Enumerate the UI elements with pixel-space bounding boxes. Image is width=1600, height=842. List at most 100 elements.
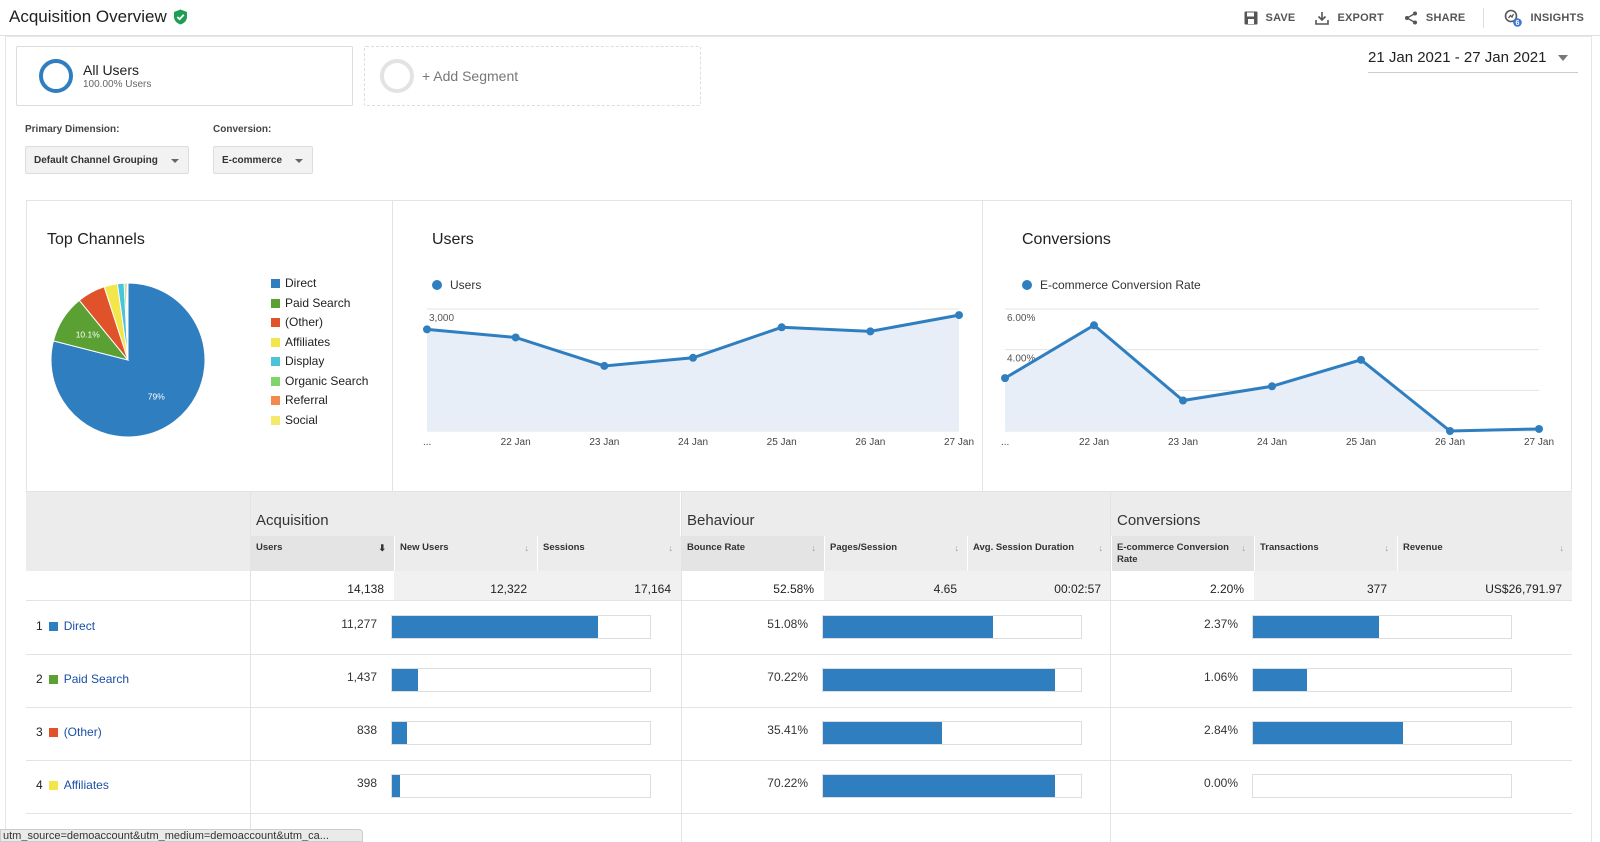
x-tick-label: 25 Jan bbox=[1346, 437, 1376, 448]
users-chart-legend: Users bbox=[432, 278, 481, 292]
save-button[interactable]: SAVE bbox=[1244, 11, 1296, 25]
row-divider bbox=[26, 707, 1572, 708]
data-point[interactable] bbox=[1090, 321, 1098, 330]
data-point[interactable] bbox=[777, 323, 786, 332]
segment-subtitle: 100.00% Users bbox=[83, 79, 152, 90]
data-point[interactable] bbox=[423, 325, 431, 334]
data-point[interactable] bbox=[1446, 427, 1454, 435]
primary-dimension-dropdown[interactable]: Default Channel Grouping bbox=[25, 146, 189, 174]
column-header-sessions[interactable]: Sessions ↓ bbox=[537, 536, 681, 571]
legend-label: (Other) bbox=[285, 315, 324, 329]
legend-item-organic-search[interactable]: Organic Search bbox=[271, 372, 368, 392]
chevron-down-icon bbox=[1558, 54, 1569, 61]
toolbar-divider bbox=[1483, 8, 1485, 28]
data-point[interactable] bbox=[1535, 424, 1543, 433]
data-point[interactable] bbox=[1179, 396, 1187, 405]
y-tick-label: 6.00% bbox=[1007, 313, 1035, 324]
legend-item-social[interactable]: Social bbox=[271, 411, 368, 431]
insights-button[interactable]: 6 INSIGHTS bbox=[1504, 9, 1584, 27]
table-row-channel: 4 Affiliates bbox=[36, 778, 109, 792]
data-point[interactable] bbox=[511, 333, 520, 342]
cell-bar-fill bbox=[823, 722, 942, 744]
column-header-users[interactable]: Users ⬇ bbox=[250, 536, 394, 571]
sort-arrow-icon: ↓ bbox=[668, 543, 674, 553]
sort-arrow-icon: ↓ bbox=[1098, 543, 1104, 553]
sort-arrow-icon: ↓ bbox=[1559, 543, 1565, 553]
pie-slice-label: 79% bbox=[148, 392, 165, 402]
add-segment-button[interactable]: + Add Segment bbox=[364, 46, 701, 106]
conversion-value: E-commerce bbox=[222, 154, 283, 166]
conversions-chart-title: Conversions bbox=[1022, 231, 1111, 248]
x-tick-label: 23 Jan bbox=[1168, 437, 1198, 448]
share-button[interactable]: SHARE bbox=[1404, 11, 1466, 25]
column-header-revenue[interactable]: Revenue ↓ bbox=[1397, 536, 1572, 571]
legend-swatch bbox=[271, 357, 280, 367]
cell-bar-fill bbox=[1253, 722, 1403, 744]
channel-link[interactable]: (Other) bbox=[63, 725, 102, 739]
top-channels-pie-chart[interactable]: 79% 10.1% bbox=[45, 277, 211, 443]
caret-down-icon bbox=[171, 159, 179, 163]
series-area bbox=[427, 315, 959, 431]
segment-all-users[interactable]: All Users 100.00% Users bbox=[16, 46, 353, 106]
legend-label: Display bbox=[285, 354, 325, 368]
sort-arrow-icon: ↓ bbox=[811, 543, 817, 553]
page-title: Acquisition Overview bbox=[9, 7, 167, 26]
data-point[interactable] bbox=[689, 353, 697, 362]
column-header-bounce-rate[interactable]: Bounce Rate ↓ bbox=[681, 536, 824, 571]
segment-name: All Users bbox=[83, 62, 140, 78]
legend-label: Social bbox=[285, 412, 318, 427]
series-dot-icon bbox=[1022, 280, 1032, 290]
legend-item-affiliates[interactable]: Affiliates bbox=[271, 333, 368, 353]
column-header-pages-session[interactable]: Pages/Session ↓ bbox=[824, 536, 967, 571]
behaviour-group-header: Behaviour bbox=[681, 492, 1110, 536]
sort-arrow-icon: ↓ bbox=[1384, 543, 1390, 553]
table-row-channel: 1 Direct bbox=[36, 619, 95, 633]
channel-swatch bbox=[48, 780, 58, 790]
channel-link[interactable]: Paid Search bbox=[63, 672, 130, 686]
data-point[interactable] bbox=[1357, 355, 1365, 364]
export-button[interactable]: EXPORT bbox=[1315, 11, 1384, 25]
column-header-e-commerce-conversion-rate[interactable]: E-commerce Conversion Rate ↓ bbox=[1111, 536, 1254, 571]
legend-item-display[interactable]: Display bbox=[271, 352, 368, 372]
channel-link[interactable]: Direct bbox=[63, 619, 96, 633]
legend-swatch bbox=[271, 298, 280, 308]
legend-swatch bbox=[271, 415, 280, 425]
channel-swatch bbox=[48, 674, 58, 684]
data-point[interactable] bbox=[955, 311, 963, 320]
conversion-label: Conversion: bbox=[213, 124, 272, 135]
row-rank: 3 bbox=[36, 725, 43, 739]
cell-value: 398 bbox=[356, 776, 377, 790]
total-avg--session-duration: 00:02:57 bbox=[967, 571, 1111, 601]
column-header-new-users[interactable]: New Users ↓ bbox=[394, 536, 537, 571]
legend-item-referral[interactable]: Referral bbox=[271, 391, 368, 411]
x-tick-label: 27 Jan bbox=[1524, 437, 1554, 448]
column-header-transactions[interactable]: Transactions ↓ bbox=[1254, 536, 1397, 571]
data-point[interactable] bbox=[1268, 382, 1276, 391]
insights-label: INSIGHTS bbox=[1530, 12, 1584, 24]
channel-link[interactable]: Affiliates bbox=[63, 778, 109, 792]
caret-down-icon bbox=[295, 159, 303, 163]
column-divider bbox=[681, 492, 682, 842]
column-header-avg--session-duration[interactable]: Avg. Session Duration ↓ bbox=[967, 536, 1111, 571]
segment-ring-icon bbox=[39, 59, 73, 93]
date-range-picker[interactable]: 21 Jan 2021 - 27 Jan 2021 bbox=[1368, 49, 1578, 73]
data-point[interactable] bbox=[866, 327, 875, 336]
legend-item-direct[interactable]: Direct bbox=[271, 274, 368, 294]
top-bar: Acquisition Overview SAVE EXPORT SHARE 6… bbox=[0, 0, 1600, 36]
x-tick-label: 26 Jan bbox=[1435, 437, 1465, 448]
legend-item-paid-search[interactable]: Paid Search bbox=[271, 294, 368, 314]
sort-arrow-icon: ↓ bbox=[524, 543, 530, 553]
data-point[interactable] bbox=[600, 361, 609, 370]
column-header-label: Users bbox=[256, 542, 283, 553]
column-header-label: Pages/Session bbox=[830, 542, 898, 553]
acquisition-table: Acquisition Behaviour Conversions Users ⬇… bbox=[26, 492, 1572, 842]
data-point[interactable] bbox=[1001, 374, 1009, 383]
conversion-dropdown[interactable]: E-commerce bbox=[213, 146, 313, 174]
legend-item-other[interactable]: (Other) bbox=[271, 313, 368, 333]
cell-value: 1.06% bbox=[1203, 670, 1238, 684]
y-tick-label: 4.00% bbox=[1007, 354, 1035, 365]
conversions-chart-legend: E-commerce Conversion Rate bbox=[1022, 278, 1201, 292]
total-sessions: 17,164 bbox=[537, 571, 681, 601]
